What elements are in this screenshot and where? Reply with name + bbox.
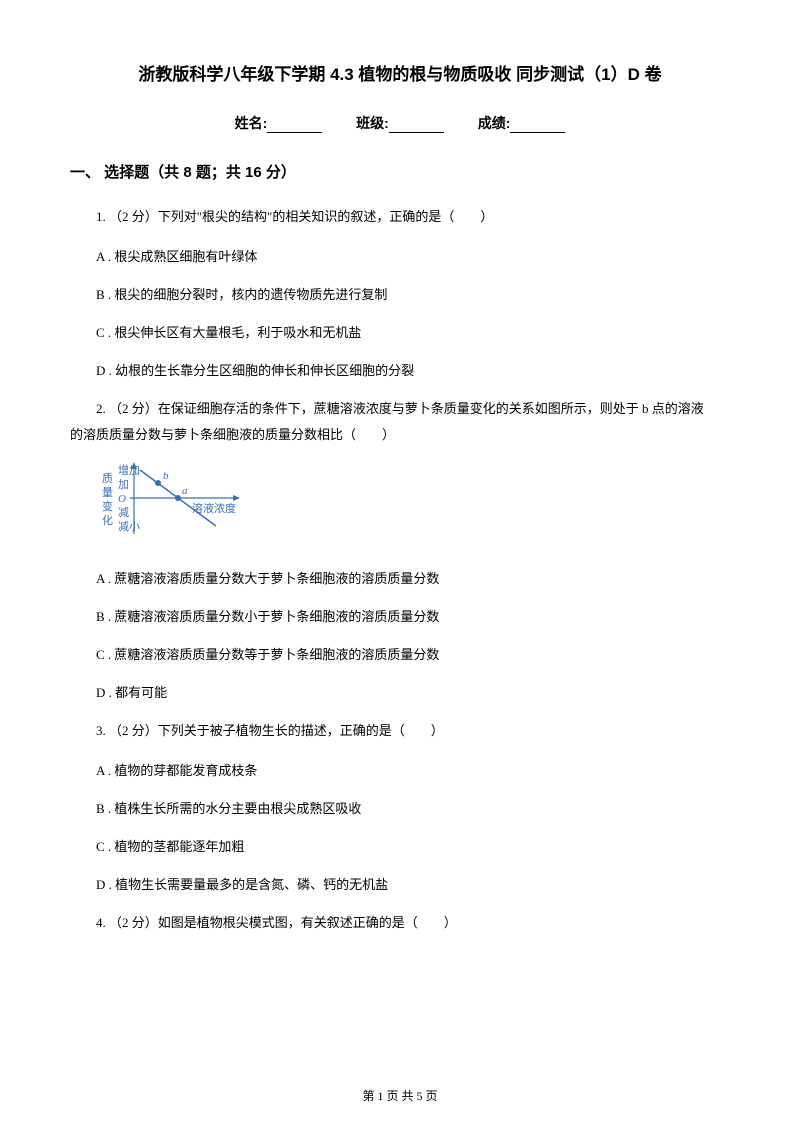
y-decrease-label: 减 [118,506,129,519]
class-blank [389,119,444,133]
point-b [155,480,161,486]
q3-option-c: C . 植物的茎都能逐年加粗 [70,834,730,860]
q2-diagram-svg: 质 量 变 化 增加 加 O 减 减小 b a 溶液浓度 [96,460,256,550]
name-label: 姓名: [235,115,268,131]
q1-option-b: B . 根尖的细胞分裂时，核内的遗传物质先进行复制 [70,282,730,308]
q3-option-d: D . 植物生长需要量最多的是含氮、磷、钙的无机盐 [70,872,730,898]
y-axis-label-char3: 变 [102,499,113,513]
page-title: 浙教版科学八年级下学期 4.3 植物的根与物质吸收 同步测试（1）D 卷 [70,60,730,85]
point-b-label: b [163,470,169,482]
q2-diagram: 质 量 变 化 增加 加 O 减 减小 b a 溶液浓度 [96,460,256,550]
y-axis-label-char2: 量 [102,486,113,499]
q1-option-a: A . 根尖成熟区细胞有叶绿体 [70,244,730,270]
q1-option-c: C . 根尖伸长区有大量根毛，利于吸水和无机盐 [70,320,730,346]
origin-label: O [118,493,126,505]
class-label: 班级: [356,115,389,131]
name-blank [267,119,322,133]
x-axis-label: 溶液浓度 [192,501,236,515]
q3-option-b: B . 植株生长所需的水分主要由根尖成熟区吸收 [70,796,730,822]
point-a-label: a [182,485,188,497]
q2-stem-line1: 2. （2 分）在保证细胞存活的条件下，蔗糖溶液浓度与萝卜条质量变化的关系如图所… [70,396,730,422]
q3-stem: 3. （2 分）下列关于被子植物生长的描述，正确的是（ ） [70,718,730,744]
section-heading: 一、 选择题（共 8 题；共 16 分） [70,161,730,182]
x-axis-arrow [233,495,240,501]
page-footer: 第 1 页 共 5 页 [0,1087,800,1104]
q2-option-a: A . 蔗糖溶液溶质质量分数大于萝卜条细胞液的溶质质量分数 [70,566,730,592]
q1-stem: 1. （2 分）下列对"根尖的结构"的相关知识的叙述，正确的是（ ） [70,204,730,230]
point-a [175,495,181,501]
y-axis-label-char4: 化 [102,513,113,527]
q2-option-b: B . 蔗糖溶液溶质质量分数小于萝卜条细胞液的溶质质量分数 [70,604,730,630]
q1-option-d: D . 幼根的生长靠分生区细胞的伸长和伸长区细胞的分裂 [70,358,730,384]
q2-option-d: D . 都有可能 [70,680,730,706]
score-label: 成绩: [478,115,511,131]
score-blank [510,119,565,133]
y-increase-label: 加 [118,478,129,491]
q4-stem: 4. （2 分）如图是植物根尖模式图，有关叙述正确的是（ ） [70,910,730,936]
y-bottom-label: 减小 [118,520,140,533]
y-top-label: 增加 [118,463,140,477]
q2-stem: 2. （2 分）在保证细胞存活的条件下，蔗糖溶液浓度与萝卜条质量变化的关系如图所… [70,396,730,448]
y-axis-label-char1: 质 [102,472,113,485]
q3-option-a: A . 植物的芽都能发育成枝条 [70,758,730,784]
info-row: 姓名: 班级: 成绩: [70,113,730,133]
q2-option-c: C . 蔗糖溶液溶质质量分数等于萝卜条细胞液的溶质质量分数 [70,642,730,668]
q2-stem-line2: 的溶质质量分数与萝卜条细胞液的质量分数相比（ ） [70,422,730,448]
